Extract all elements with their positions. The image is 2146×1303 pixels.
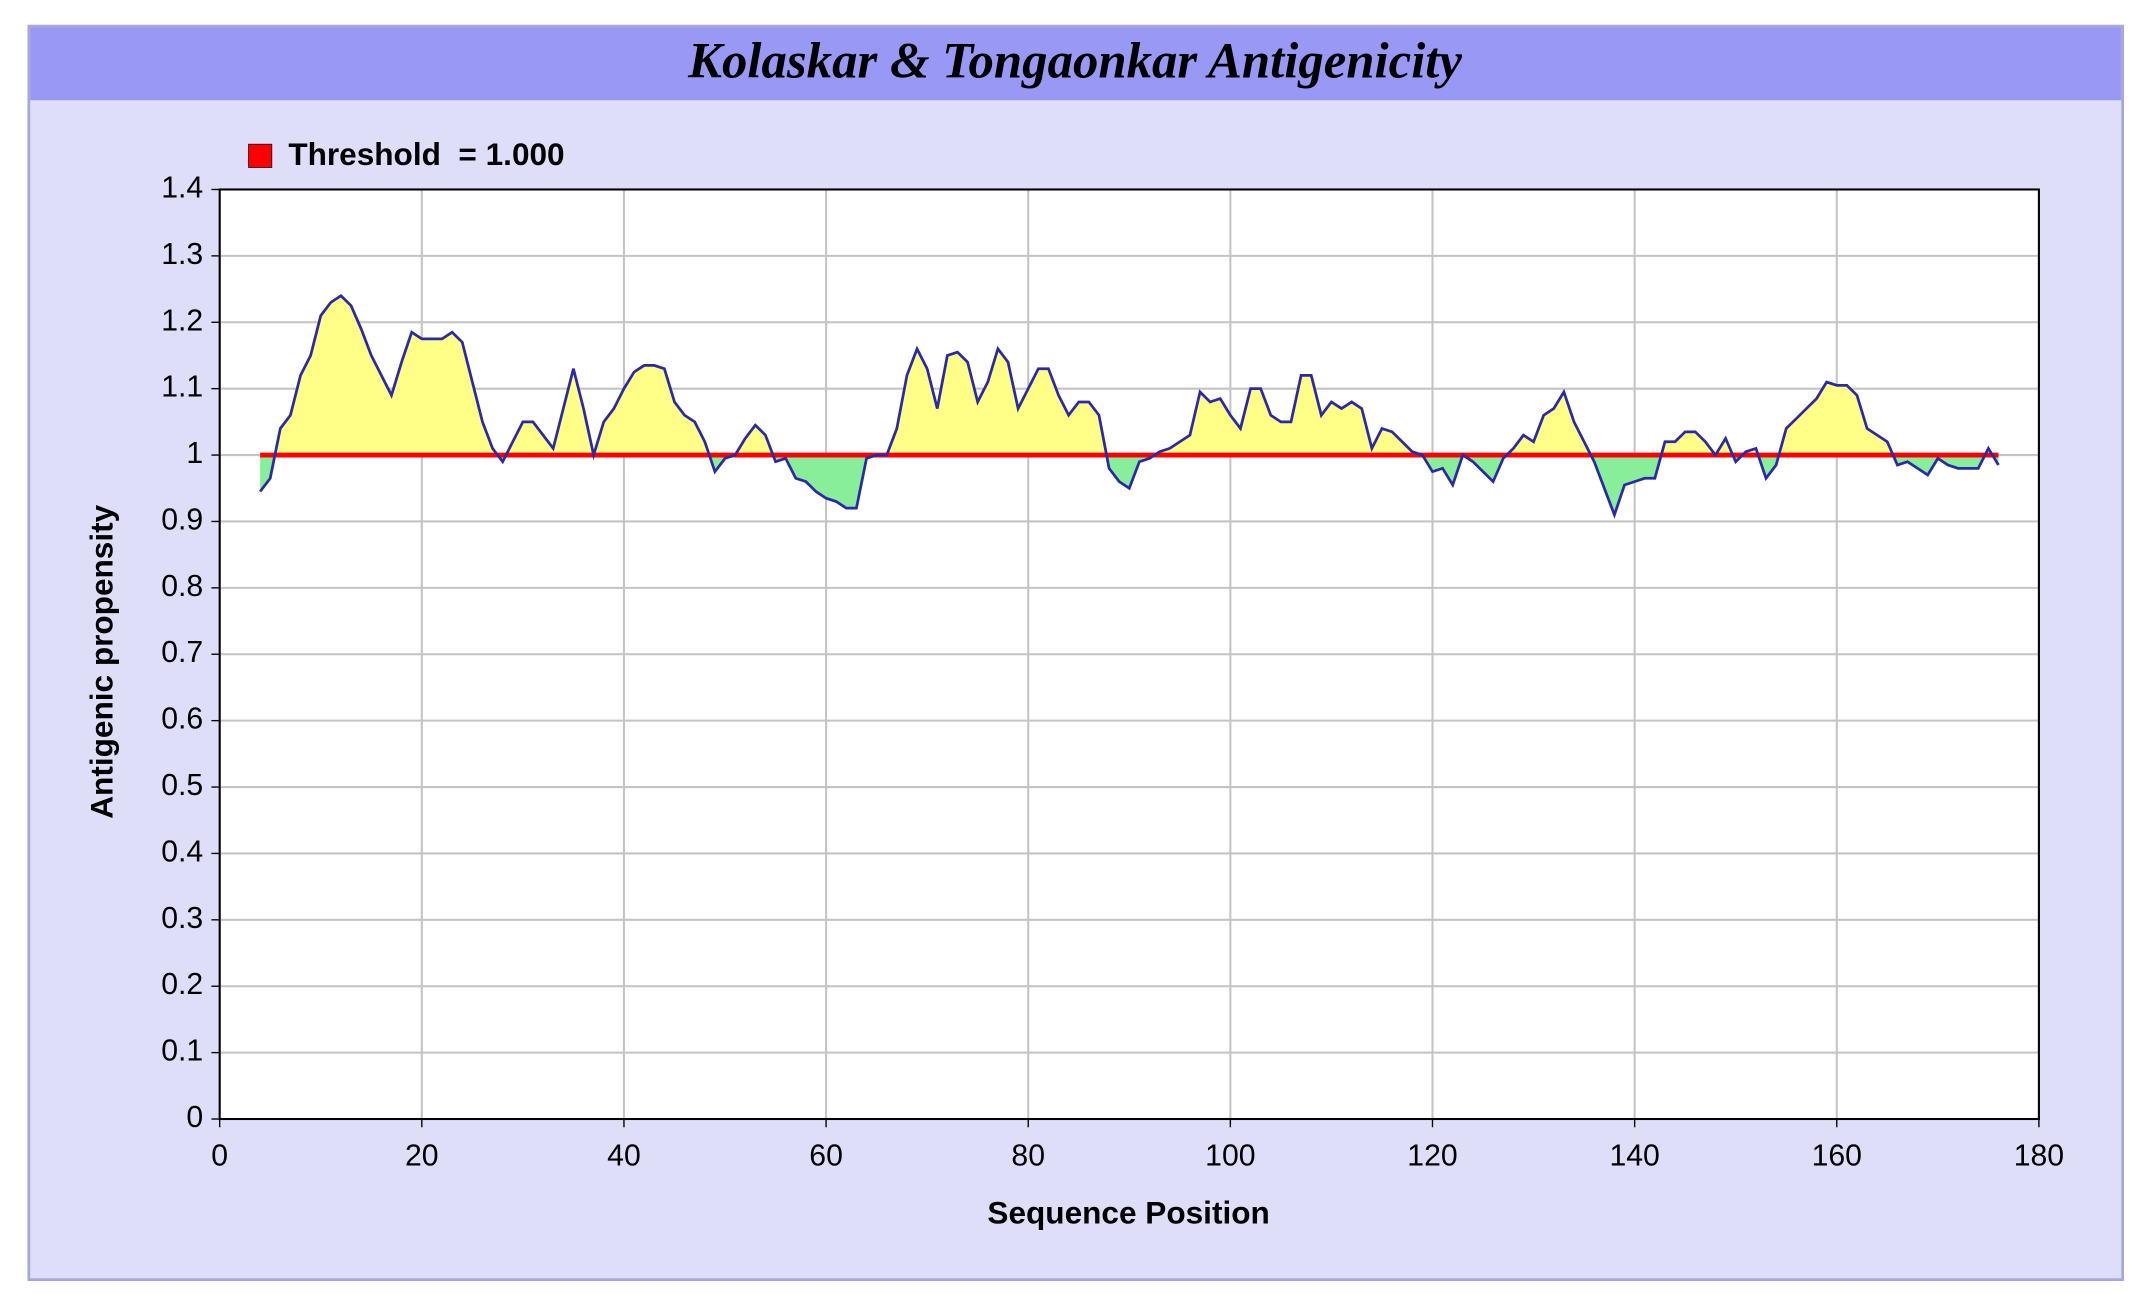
x-tick-label: 80 xyxy=(1011,1139,1045,1172)
y-tick-label: 1.1 xyxy=(161,371,203,404)
x-tick-label: 20 xyxy=(405,1139,439,1172)
y-axis-label: Antigenic propensity xyxy=(84,504,120,818)
y-tick-label: 1 xyxy=(186,437,203,470)
y-tick-label: 1.2 xyxy=(161,304,203,337)
y-tick-label: 0.2 xyxy=(161,968,203,1001)
y-tick-label: 0.6 xyxy=(161,703,203,736)
y-tick-label: 0.3 xyxy=(161,902,203,935)
y-tick-label: 0.1 xyxy=(161,1035,203,1068)
x-axis-label: Sequence Position xyxy=(987,1194,1269,1230)
y-tick-label: 0.7 xyxy=(161,636,203,669)
y-tick-label: 1.4 xyxy=(161,171,203,204)
x-tick-label: 60 xyxy=(809,1139,843,1172)
y-tick-label: 0.5 xyxy=(161,769,203,802)
x-tick-label: 0 xyxy=(211,1139,228,1172)
y-tick-label: 0.9 xyxy=(161,503,203,536)
data-line xyxy=(259,293,2000,519)
x-tick-label: 160 xyxy=(1812,1139,1862,1172)
area-above xyxy=(260,295,1999,456)
x-tick-label: 180 xyxy=(2014,1139,2064,1172)
y-tick-label: 0.8 xyxy=(161,570,203,603)
y-tick-label: 0.4 xyxy=(161,835,203,868)
x-tick-label: 40 xyxy=(607,1139,641,1172)
x-tick-label: 120 xyxy=(1407,1139,1457,1172)
y-tick-label: 0 xyxy=(186,1101,203,1134)
chart-title: Kolaskar & Tongaonkar Antigenicity xyxy=(687,33,1462,89)
title-bar xyxy=(30,27,2122,101)
legend-swatch xyxy=(248,143,273,168)
x-tick-label: 100 xyxy=(1205,1139,1255,1172)
legend-label: Threshold = 1.000 xyxy=(288,136,564,172)
x-tick-label: 140 xyxy=(1609,1139,1659,1172)
y-tick-label: 1.3 xyxy=(161,238,203,271)
plot-border xyxy=(218,188,2040,1121)
